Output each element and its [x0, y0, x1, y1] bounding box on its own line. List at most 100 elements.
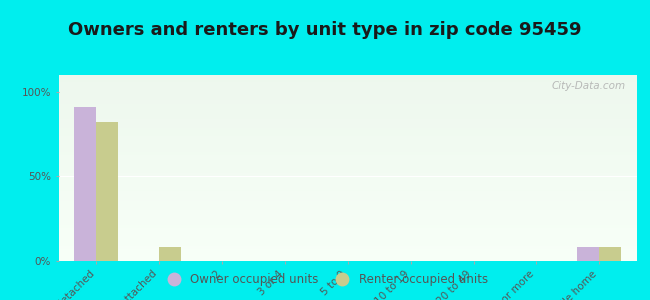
Bar — [58, 257, 637, 258]
Bar — [58, 157, 637, 158]
Bar — [58, 184, 637, 185]
Bar — [58, 118, 637, 119]
Bar — [58, 133, 637, 134]
Bar — [58, 225, 637, 226]
Bar — [58, 172, 637, 173]
Bar — [58, 230, 637, 231]
Bar — [58, 176, 637, 177]
Bar — [58, 248, 637, 249]
Bar — [58, 202, 637, 203]
Bar — [58, 209, 637, 210]
Bar — [58, 88, 637, 89]
Bar — [58, 260, 637, 261]
Bar — [58, 104, 637, 105]
Bar — [58, 82, 637, 83]
Bar — [58, 137, 637, 138]
Bar — [58, 199, 637, 200]
Bar — [58, 159, 637, 160]
Text: Owners and renters by unit type in zip code 95459: Owners and renters by unit type in zip c… — [68, 21, 582, 39]
Bar — [58, 140, 637, 141]
Bar — [58, 75, 637, 76]
Bar — [58, 100, 637, 101]
Bar — [58, 212, 637, 213]
Bar — [58, 211, 637, 212]
Bar — [58, 81, 637, 82]
Bar — [58, 243, 637, 244]
Bar — [58, 200, 637, 201]
Bar — [58, 116, 637, 117]
Bar — [58, 245, 637, 246]
Bar — [58, 106, 637, 108]
Bar — [58, 132, 637, 133]
Bar — [58, 126, 637, 127]
Bar — [58, 179, 637, 180]
Bar — [58, 219, 637, 220]
Bar — [58, 110, 637, 111]
Bar — [58, 97, 637, 98]
Bar — [58, 128, 637, 129]
Bar — [58, 130, 637, 131]
Bar — [58, 241, 637, 242]
Bar — [58, 213, 637, 214]
Bar — [58, 84, 637, 85]
Bar — [58, 162, 637, 163]
Bar — [58, 226, 637, 227]
Bar — [58, 160, 637, 161]
Bar — [58, 222, 637, 223]
Bar — [58, 153, 637, 154]
Bar — [58, 193, 637, 194]
Bar — [58, 192, 637, 193]
Bar — [58, 234, 637, 235]
Bar — [577, 248, 599, 261]
Bar — [58, 205, 637, 206]
Bar — [58, 95, 637, 96]
Bar — [58, 122, 637, 123]
Bar — [58, 231, 637, 232]
Bar — [58, 151, 637, 152]
Bar — [58, 105, 637, 106]
Bar — [58, 90, 637, 91]
Bar — [58, 138, 637, 139]
Bar — [58, 99, 637, 100]
Bar — [58, 254, 637, 255]
Bar — [58, 253, 637, 254]
Bar — [58, 244, 637, 245]
Bar — [58, 221, 637, 222]
Bar — [58, 195, 637, 196]
Bar — [58, 117, 637, 118]
Bar — [58, 149, 637, 150]
Bar — [58, 102, 637, 103]
Bar — [58, 119, 637, 120]
Bar — [58, 129, 637, 130]
Bar — [58, 76, 637, 77]
Bar — [58, 210, 637, 211]
Bar — [58, 109, 637, 110]
Bar — [58, 197, 637, 198]
Bar — [58, 233, 637, 234]
Bar — [58, 237, 637, 238]
Bar — [58, 242, 637, 243]
Bar — [58, 216, 637, 217]
Bar — [58, 178, 637, 179]
Bar — [58, 252, 637, 253]
Bar — [58, 92, 637, 93]
Bar — [58, 255, 637, 256]
Bar — [58, 187, 637, 188]
Bar — [58, 186, 637, 187]
Bar — [58, 85, 637, 86]
Bar — [58, 114, 637, 115]
Bar — [58, 142, 637, 143]
Bar — [58, 246, 637, 247]
Bar — [58, 150, 637, 151]
Bar — [58, 227, 637, 229]
Bar — [58, 86, 637, 87]
Bar — [58, 185, 637, 186]
Bar — [58, 144, 637, 145]
Bar — [58, 120, 637, 121]
Bar — [58, 208, 637, 209]
Bar — [58, 250, 637, 251]
Bar — [58, 121, 637, 122]
Bar — [58, 101, 637, 102]
Bar — [58, 201, 637, 202]
Bar — [58, 83, 637, 84]
